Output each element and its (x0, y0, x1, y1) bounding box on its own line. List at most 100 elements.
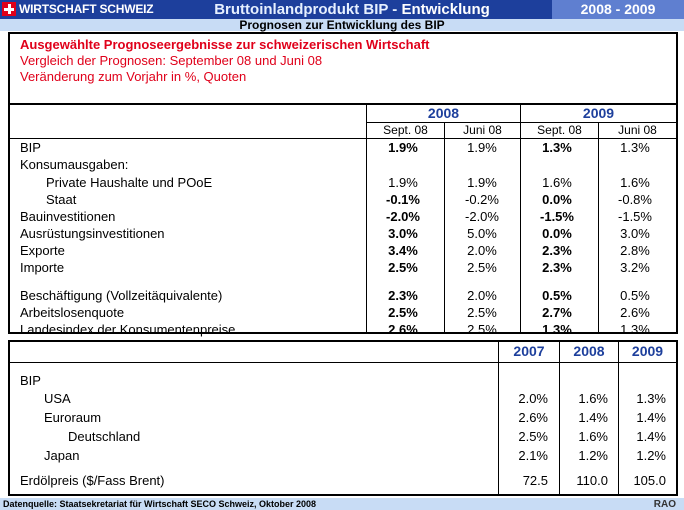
cell-value: -0.2% (465, 192, 499, 207)
row-label: Bauinvestitionen (20, 209, 116, 224)
cell-value: 3.0% (620, 226, 650, 241)
row-label: Private Haushalte und POoE (46, 175, 213, 190)
table-row: Euroraum 2.6% 1.4% 1.4% (10, 408, 676, 427)
cell-value: 2.6% (518, 410, 548, 425)
cell-value: 2.6% (620, 305, 650, 320)
intro-title: Ausgewählte Prognoseergebnisse zur schwe… (20, 37, 430, 52)
cell-value: 1.4% (578, 410, 608, 425)
cell-value: 2.7% (542, 305, 572, 320)
col-divider (618, 342, 619, 494)
cell-value: 0.0% (542, 192, 572, 207)
table-row: Erdölpreis ($/Fass Brent) 72.5 110.0 105.0 (10, 471, 676, 490)
year-2008-header: 2008 (573, 343, 605, 359)
table-row: BIP (10, 371, 676, 390)
cell-value: 1.9% (388, 140, 418, 155)
cell-value: 110.0 (576, 473, 608, 488)
forecast-table: Ausgewählte Prognoseergebnisse zur schwe… (8, 32, 678, 337)
international-table: 2007 2008 2009 BIP USA 2.0% 1.6% 1.3% Eurorau… (8, 340, 678, 496)
cell-value: 1.9% (467, 140, 497, 155)
cell-value: 3.2% (620, 260, 650, 275)
data-source: Datenquelle: Staatsekretariat für Wirtsc… (3, 499, 317, 509)
row-label: Ausrüstungsinvestitionen (20, 226, 165, 241)
col-divider (559, 342, 560, 494)
row-label: Beschäftigung (Vollzeitäquivalente) (20, 288, 223, 303)
cell-value: 1.6% (542, 175, 572, 190)
row-label: Japan (44, 448, 80, 463)
intro-units: Veränderung zum Vorjahr in %, Quoten (20, 69, 247, 84)
table-row: Arbeitslosenquote 2.5% 2.5% 2.7% 2.6% (10, 304, 676, 321)
cell-value: 1.2% (578, 448, 608, 463)
table-row: Japan 2.1% 1.2% 1.2% (10, 446, 676, 465)
page-title: Bruttoinlandprodukt BIP - Entwicklung (172, 0, 532, 19)
table-row: BIP 1.9% 1.9% 1.3% 1.3% (10, 139, 676, 156)
cell-value: 2.0% (467, 288, 497, 303)
cell-value: -0.8% (618, 192, 652, 207)
table-row: Bauinvestitionen -2.0% -2.0% -1.5% -1.5% (10, 208, 676, 225)
cell-value: 2.8% (620, 243, 650, 258)
year-2007-header: 2007 (513, 343, 545, 359)
cell-value: 2.1% (518, 448, 548, 463)
cell-value: 0.5% (542, 288, 572, 303)
cell-value: -0.1% (386, 192, 420, 207)
table-row: Landesindex der Konsumentenpreise 2.6% 2.5… (10, 321, 676, 338)
intro-comparison: Vergleich der Prognosen: September 08 un… (20, 53, 323, 68)
table-row: Konsumausgaben: (10, 156, 676, 173)
col-sept08-a: Sept. 08 (383, 123, 428, 137)
footer-tag: RAO (653, 499, 676, 510)
cell-value: 1.4% (636, 410, 666, 425)
row-label: Landesindex der Konsumentenpreise (20, 322, 236, 337)
title-part2: Entwicklung (401, 1, 490, 18)
cell-value: 1.3% (542, 140, 572, 155)
row-label: Staat (46, 192, 77, 207)
row-label: BIP (20, 140, 41, 155)
cell-value: 0.0% (542, 226, 572, 241)
cell-value: 1.6% (578, 429, 608, 444)
cell-value: 105.0 (633, 473, 666, 488)
table-row: Deutschland 2.5% 1.6% 1.4% (10, 427, 676, 446)
row-label: USA (44, 391, 71, 406)
year-range-badge: 2008 - 2009 (552, 0, 684, 19)
table-row: Ausrüstungsinvestitionen 3.0% 5.0% 0.0% 3.0% (10, 225, 676, 242)
swiss-flag-icon (2, 2, 16, 16)
subtitle-band (0, 19, 684, 31)
cell-value: -2.0% (465, 209, 499, 224)
row-label: Arbeitslosenquote (20, 305, 125, 320)
year-divider (367, 122, 676, 123)
cell-value: -1.5% (540, 209, 574, 224)
cell-value: 2.5% (467, 260, 497, 275)
cell-value: 2.3% (388, 288, 418, 303)
cell-value: 2.3% (542, 260, 572, 275)
col-divider (498, 342, 499, 494)
row-label: BIP (20, 373, 41, 388)
title-part1: Bruttoinlandprodukt BIP - (214, 1, 402, 18)
cell-value: 1.6% (620, 175, 650, 190)
cell-value: 0.5% (620, 288, 650, 303)
cell-value: 2.0% (467, 243, 497, 258)
cell-value: 1.6% (578, 391, 608, 406)
cell-value: 3.4% (388, 243, 418, 258)
cell-value: 2.6% (388, 322, 418, 337)
table-row: Private Haushalte und POoE 1.9% 1.9% 1.6% 1.… (10, 174, 676, 191)
brand-label: WIRTSCHAFT SCHWEIZ (19, 2, 154, 16)
page-subtitle: Prognosen zur Entwicklung des BIP (239, 18, 445, 32)
row-label: Exporte (20, 243, 65, 258)
col-juni08-b: Juni 08 (618, 123, 657, 137)
table-intro: Ausgewählte Prognoseergebnisse zur schwe… (20, 37, 430, 85)
header-divider (10, 362, 676, 363)
cell-value: 2.5% (467, 305, 497, 320)
row-label: Importe (20, 260, 65, 275)
cell-value: 1.3% (542, 322, 572, 337)
cell-value: 3.0% (388, 226, 418, 241)
cell-value: 1.3% (620, 140, 650, 155)
cell-value: 1.9% (467, 175, 497, 190)
cell-value: 2.3% (542, 243, 572, 258)
table-row: Beschäftigung (Vollzeitäquivalente) 2.3% 2… (10, 287, 676, 304)
col-juni08-a: Juni 08 (463, 123, 502, 137)
table-row: Importe 2.5% 2.5% 2.3% 3.2% (10, 259, 676, 276)
row-label: Konsumausgaben: (20, 157, 129, 172)
cell-value: -2.0% (386, 209, 420, 224)
col-divider (366, 105, 367, 332)
year-2008-header: 2008 (427, 105, 460, 121)
cell-value: 5.0% (467, 226, 497, 241)
cell-value: -1.5% (618, 209, 652, 224)
